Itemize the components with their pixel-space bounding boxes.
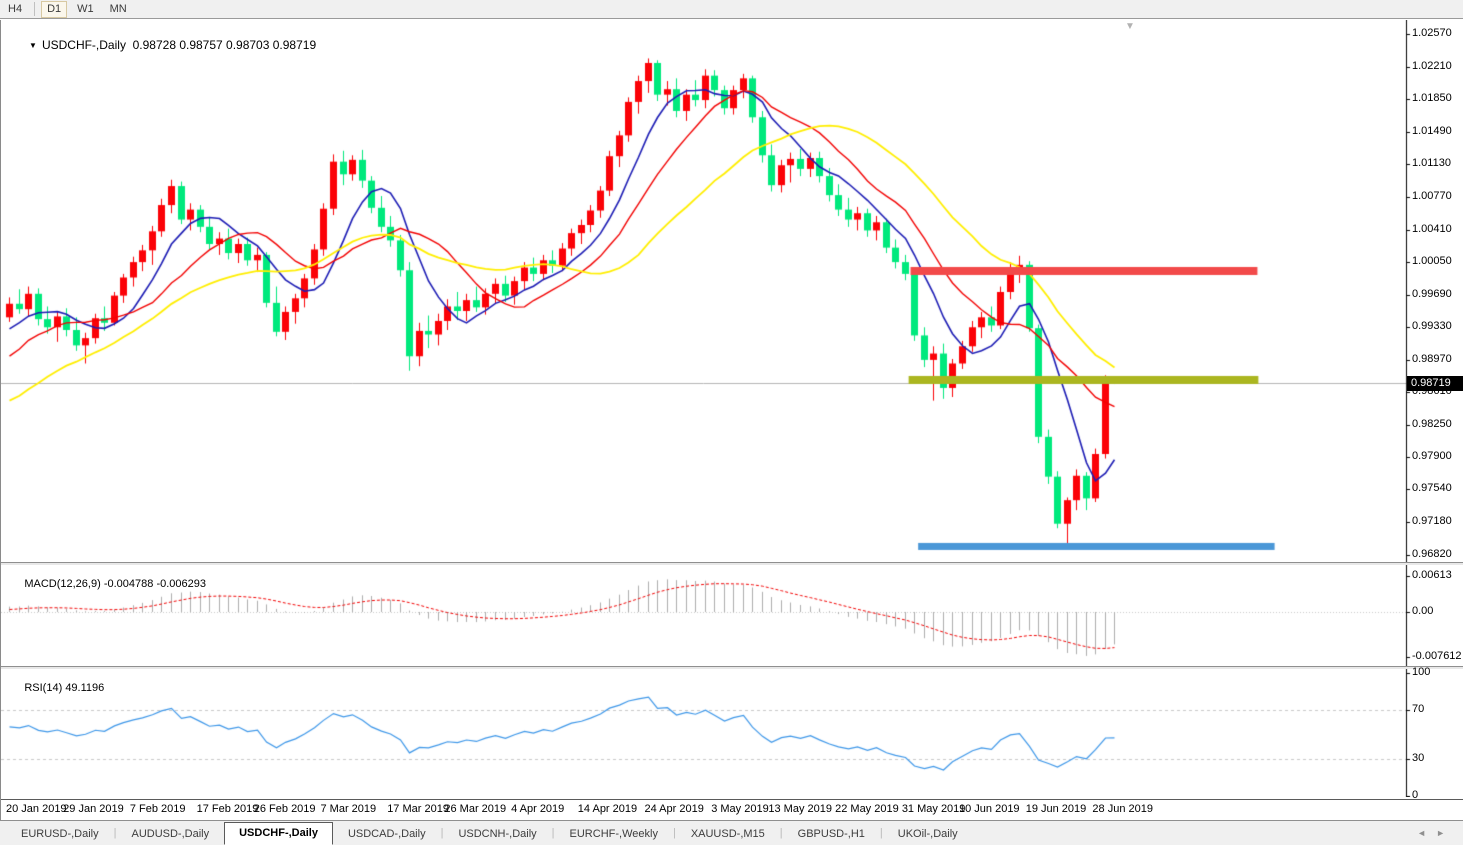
price-axis-label: 1.01130 <box>1412 157 1451 170</box>
tab-separator: | <box>440 826 444 839</box>
price-axis-label: 0.99330 <box>1412 320 1452 333</box>
date-axis-label: 26 Mar 2019 <box>444 803 507 815</box>
date-axis-label: 26 Feb 2019 <box>253 803 316 815</box>
date-axis-label: 22 May 2019 <box>835 803 899 815</box>
chart-tab-bar: EURUSD-,Daily | AUDUSD-,Daily USDCHF-,Daily… <box>0 820 1463 845</box>
date-axis-label: 20 Jan 2019 <box>6 803 67 815</box>
timeframe-toolbar: H4 D1 W1 MN <box>0 0 1463 19</box>
date-axis-label: 4 Apr 2019 <box>511 803 565 815</box>
macd-axis-label: 0.00613 <box>1412 568 1452 581</box>
chart-title: ▼ USDCHF-,Daily 0.98728 0.98757 0.98703 0… <box>9 24 316 66</box>
tab-separator: | <box>879 826 883 839</box>
price-axis-label: 1.02570 <box>1412 27 1452 39</box>
macd-axis-label: -0.007612 <box>1412 649 1462 662</box>
main-chart-canvas[interactable] <box>1 20 1463 797</box>
price-axis-label: 1.01490 <box>1412 124 1452 137</box>
price-axis-label: 0.97540 <box>1412 482 1452 495</box>
date-axis-label: 19 Jun 2019 <box>1025 803 1087 815</box>
chart-ohlc-values: 0.98728 0.98757 0.98703 0.98719 <box>132 38 317 52</box>
date-axis-label: 28 Jun 2019 <box>1092 803 1153 815</box>
macd-axis-label: 0.00 <box>1412 605 1434 617</box>
date-axis[interactable]: 20 Jan 2019 29 Jan 2019 7 Feb 2019 17 Feb 2… <box>1 799 1463 820</box>
date-axis-label: 17 Mar 2019 <box>387 803 449 815</box>
date-axis-label: 7 Mar 2019 <box>320 803 377 815</box>
chart-tab-gbpusd[interactable]: GBPUSD-,H1 <box>797 828 865 840</box>
timeframe-button-w1[interactable]: W1 <box>77 2 94 15</box>
panel-splitter[interactable] <box>1 666 1463 669</box>
tab-separator: | <box>113 826 117 839</box>
price-axis-label: 1.01850 <box>1412 92 1452 105</box>
tab-scroll-left-icon[interactable]: ◄ <box>1417 828 1437 838</box>
date-axis-label: 31 May 2019 <box>901 803 966 815</box>
price-axis-label: 0.97900 <box>1412 449 1452 462</box>
price-axis-label: 1.02210 <box>1412 59 1452 72</box>
rsi-axis-label: 100 <box>1412 666 1431 679</box>
date-axis-label: 24 Apr 2019 <box>644 803 704 815</box>
rsi-axis-label: 30 <box>1412 752 1425 764</box>
tab-separator: | <box>672 826 676 839</box>
price-axis-label: 1.00050 <box>1412 255 1452 268</box>
chart-tab-xauusd[interactable]: XAUUSD-,M15 <box>690 828 765 840</box>
price-axis-label: 0.97180 <box>1412 514 1452 527</box>
price-axis-label: 1.00410 <box>1412 222 1452 235</box>
macd-indicator-label: MACD(12,26,9) -0.004788 -0.006293 <box>24 578 206 590</box>
price-axis-label: 0.98970 <box>1412 352 1452 365</box>
tab-scroll-controls: ◄► <box>1417 828 1455 838</box>
rsi-axis-label: 70 <box>1412 703 1425 715</box>
date-axis-label: 14 Apr 2019 <box>577 803 638 815</box>
timeframe-button-mn[interactable]: MN <box>109 2 127 15</box>
date-axis-label: 7 Feb 2019 <box>129 803 186 815</box>
price-axis-label: 0.98250 <box>1412 418 1452 431</box>
date-axis-label: 3 May 2019 <box>711 803 769 815</box>
tab-separator: | <box>779 826 783 839</box>
chart-tab-ukoil[interactable]: UKOil-,Daily <box>897 828 958 840</box>
price-axis-label: 0.99690 <box>1412 287 1452 300</box>
toolbar-separator <box>34 2 36 16</box>
chart-symbol-label: USDCHF-,Daily <box>41 38 126 52</box>
tab-scroll-right-icon[interactable]: ► <box>1436 828 1455 838</box>
chart-tab-usdcnh[interactable]: USDCNH-,Daily <box>458 828 537 840</box>
date-axis-label: 17 Feb 2019 <box>196 803 259 815</box>
price-axis-label: 1.00770 <box>1412 189 1452 202</box>
symbol-dropdown-icon[interactable]: ▼ <box>29 41 37 50</box>
date-axis-label: 10 Jun 2019 <box>959 803 1020 815</box>
chart-tab-eurusd[interactable]: EURUSD-,Daily <box>21 828 99 840</box>
chart-tab-audusd[interactable]: AUDUSD-,Daily <box>131 828 210 840</box>
rsi-indicator-label: RSI(14) 49.1196 <box>24 682 105 694</box>
timeframe-button-d1[interactable]: D1 <box>41 0 68 18</box>
chart-tab-usdchf[interactable]: USDCHF-,Daily <box>224 822 333 845</box>
chart-tab-eurchf[interactable]: EURCHF-,Weekly <box>569 828 658 840</box>
timeframe-button-h4[interactable]: H4 <box>8 2 23 15</box>
chart-shift-marker-icon[interactable]: ▼ <box>1125 21 1135 32</box>
chart-tab-usdcad[interactable]: USDCAD-,Daily <box>347 828 426 840</box>
tab-separator: | <box>551 826 555 839</box>
price-axis-label: 0.96820 <box>1412 547 1452 560</box>
bid-price-badge: 0.98719 <box>1407 375 1463 391</box>
panel-splitter[interactable] <box>1 562 1463 565</box>
date-axis-label: 13 May 2019 <box>768 803 832 815</box>
date-axis-label: 29 Jan 2019 <box>63 803 124 815</box>
rsi-axis-label: 0 <box>1412 788 1419 801</box>
chart-window: ▼ USDCHF-,Daily 0.98728 0.98757 0.98703 0… <box>0 20 1463 820</box>
